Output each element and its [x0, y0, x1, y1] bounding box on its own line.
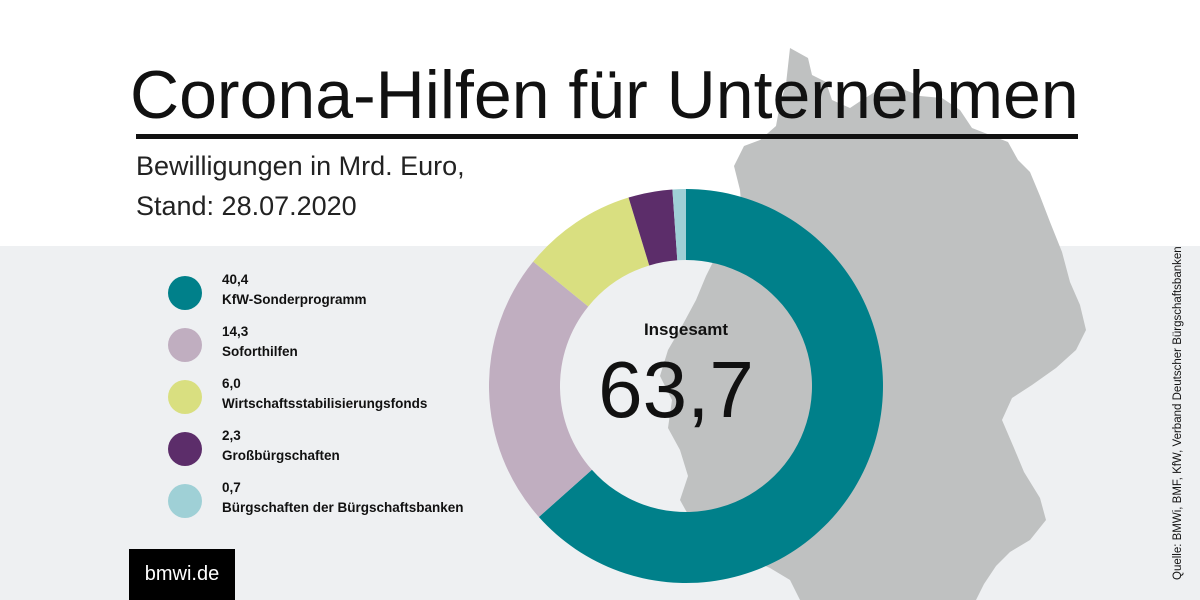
- legend-label: Bürgschaften der Bürgschaftsbanken: [222, 500, 464, 515]
- legend-swatch: [168, 432, 202, 466]
- legend-label: KfW-Sonderprogramm: [222, 292, 367, 307]
- legend-value: 40,4: [222, 272, 249, 287]
- source-note: Quelle: BMWi, BMF, KfW, Verband Deutsche…: [1172, 246, 1184, 580]
- total-label: Insgesamt: [643, 320, 729, 339]
- legend-label: Soforthilfen: [222, 344, 298, 359]
- chart-title: Corona-Hilfen für Unternehmen: [130, 57, 1079, 133]
- donut-slice-kfw: [538, 189, 883, 583]
- title-underline: [136, 134, 1078, 139]
- legend-value: 2,3: [222, 428, 241, 443]
- total-value: 63,7: [598, 345, 754, 434]
- chart-subtitle: Bewilligungen in Mrd. Euro, Stand: 28.07…: [136, 146, 465, 226]
- donut-slice-grossbuergschaften: [628, 189, 678, 266]
- legend-swatch: [168, 328, 202, 362]
- legend-swatch: [168, 380, 202, 414]
- legend-swatch: [168, 276, 202, 310]
- donut-slice-wsf: [533, 197, 650, 307]
- subtitle-line-2: Stand: 28.07.2020: [136, 191, 357, 221]
- donut-slice-buergschaftsbanken: [672, 189, 686, 261]
- bmwi-logo-link[interactable]: bmwi.de: [129, 549, 235, 600]
- subtitle-line-1: Bewilligungen in Mrd. Euro,: [136, 151, 465, 181]
- legend-value: 0,7: [222, 480, 241, 495]
- legend-swatch: [168, 484, 202, 518]
- legend-label: Großbürgschaften: [222, 448, 340, 463]
- legend-value: 14,3: [222, 324, 249, 339]
- legend-label: Wirtschaftsstabilisierungsfonds: [222, 396, 428, 411]
- donut-slice-soforthilfen: [488, 261, 592, 517]
- legend-value: 6,0: [222, 376, 241, 391]
